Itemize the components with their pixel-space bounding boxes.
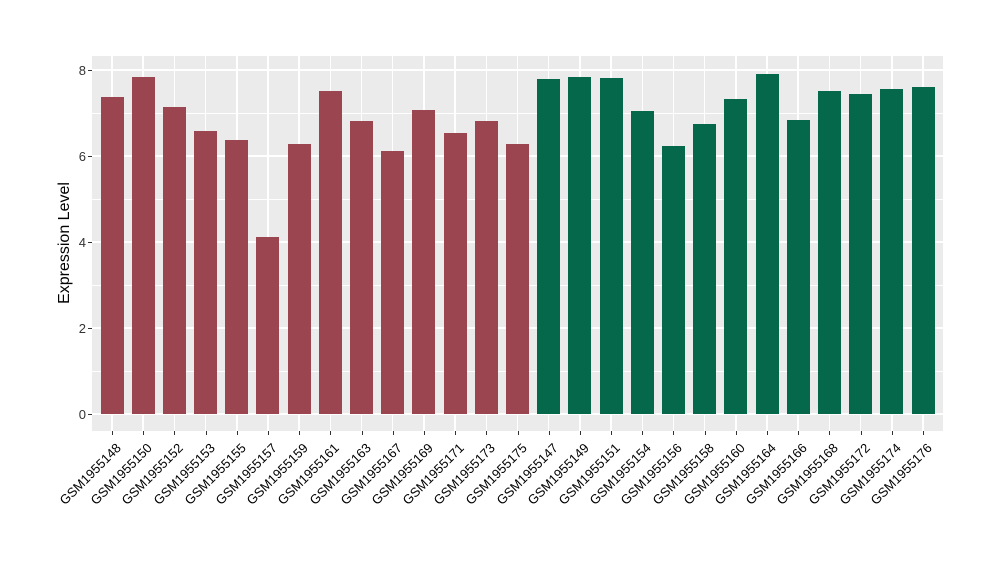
bar-GSM1955164	[755, 73, 779, 414]
bar-GSM1955157	[256, 237, 280, 414]
x-tick-mark-GSM1955148	[112, 431, 113, 435]
x-tick-mark-GSM1955160	[735, 431, 737, 435]
bar-GSM1955154	[630, 110, 654, 414]
x-tick-mark-GSM1955169	[423, 431, 425, 435]
y-tick-mark-0	[88, 414, 92, 415]
x-tick-mark-GSM1955155	[236, 431, 238, 435]
bar-GSM1955151	[599, 78, 623, 414]
x-tick-mark-GSM1955164	[767, 431, 769, 435]
x-tick-mark-GSM1955147	[548, 431, 550, 435]
x-tick-mark-GSM1955175	[517, 431, 519, 435]
bar-GSM1955150	[131, 76, 155, 414]
x-tick-mark-GSM1955150	[143, 431, 145, 435]
bar-GSM1955160	[724, 98, 748, 414]
bar-GSM1955161	[318, 91, 342, 414]
bar-GSM1955149	[568, 76, 592, 414]
bar-GSM1955174	[880, 88, 904, 414]
x-tick-mark-GSM1955173	[486, 431, 488, 435]
bar-GSM1955167	[381, 150, 405, 414]
y-tick-label-2: 2	[78, 320, 86, 336]
bar-GSM1955169	[412, 109, 436, 414]
x-tick-mark-GSM1955174	[891, 431, 893, 435]
bar-GSM1955152	[162, 106, 186, 414]
y-tick-label-4: 4	[78, 234, 86, 250]
plot-panel	[92, 56, 943, 431]
bar-GSM1955163	[350, 121, 374, 414]
y-tick-label-6: 6	[78, 148, 86, 164]
bar-GSM1955159	[287, 143, 311, 414]
bar-GSM1955172	[849, 94, 873, 414]
x-tick-mark-GSM1955161	[330, 431, 332, 435]
y-tick-label-0: 0	[78, 406, 86, 422]
bar-GSM1955171	[443, 133, 467, 414]
y-tick-mark-4	[88, 242, 92, 243]
x-tick-mark-GSM1955158	[704, 431, 706, 435]
bar-GSM1955147	[537, 79, 561, 414]
y-tick-label-8: 8	[78, 62, 86, 78]
x-tick-mark-GSM1955168	[829, 431, 831, 435]
x-tick-mark-GSM1955166	[798, 431, 800, 435]
x-tick-mark-GSM1955172	[860, 431, 862, 435]
bar-GSM1955173	[474, 121, 498, 414]
x-tick-mark-GSM1955154	[642, 431, 644, 435]
bar-GSM1955176	[911, 87, 935, 414]
y-tick-mark-6	[88, 156, 92, 157]
bar-GSM1955148	[100, 97, 124, 414]
x-tick-mark-GSM1955152	[174, 431, 176, 435]
x-tick-mark-GSM1955151	[611, 431, 613, 435]
bar-GSM1955168	[817, 90, 841, 414]
bar-GSM1955166	[786, 119, 810, 414]
x-tick-mark-GSM1955149	[579, 431, 581, 435]
x-tick-mark-GSM1955153	[205, 431, 207, 435]
x-tick-mark-GSM1955171	[455, 431, 457, 435]
bar-GSM1955175	[506, 143, 529, 414]
y-tick-mark-2	[88, 328, 92, 329]
bar-GSM1955155	[225, 139, 249, 414]
x-tick-mark-GSM1955156	[673, 431, 675, 435]
y-tick-mark-8	[88, 70, 92, 71]
x-tick-mark-GSM1955159	[299, 431, 301, 435]
x-tick-mark-GSM1955167	[392, 431, 394, 435]
x-tick-mark-GSM1955163	[361, 431, 363, 435]
bar-GSM1955153	[194, 131, 218, 414]
x-tick-mark-GSM1955157	[267, 431, 269, 435]
x-tick-mark-GSM1955176	[923, 431, 924, 435]
bar-GSM1955158	[693, 124, 717, 414]
bar-GSM1955156	[661, 146, 685, 414]
